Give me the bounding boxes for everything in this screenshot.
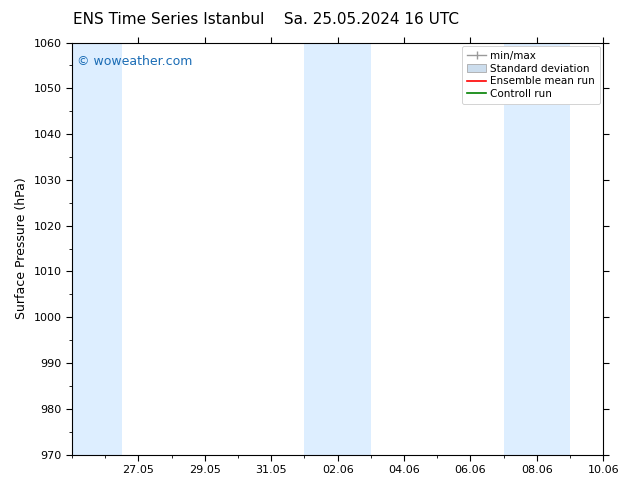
- Bar: [72, 43, 122, 455]
- Text: ENS Time Series Istanbul    Sa. 25.05.2024 16 UTC: ENS Time Series Istanbul Sa. 25.05.2024 …: [74, 12, 459, 27]
- Y-axis label: Surface Pressure (hPa): Surface Pressure (hPa): [15, 178, 28, 319]
- Bar: [503, 43, 570, 455]
- Legend: min/max, Standard deviation, Ensemble mean run, Controll run: min/max, Standard deviation, Ensemble me…: [462, 46, 600, 104]
- Text: © woweather.com: © woweather.com: [77, 55, 193, 68]
- Bar: [304, 43, 371, 455]
